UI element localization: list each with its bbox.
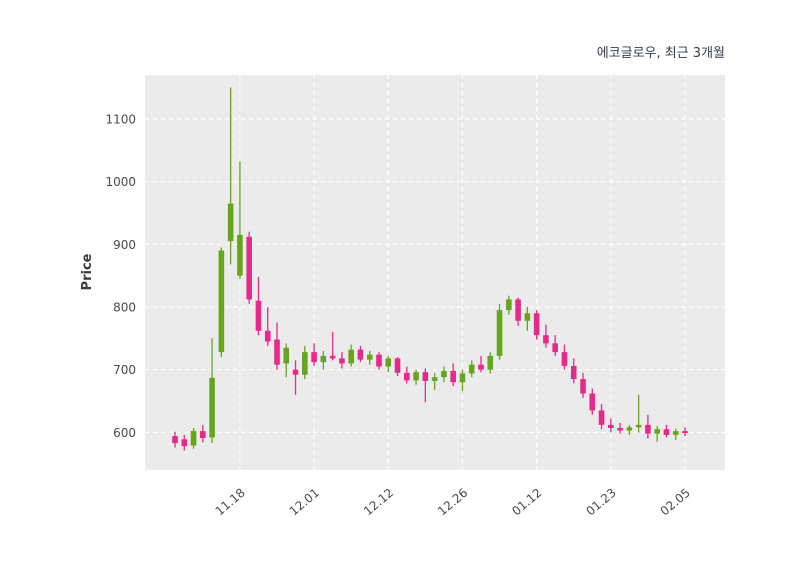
candle-body: [311, 352, 317, 363]
y-tick-label: 1100: [105, 112, 136, 126]
candle-body: [506, 299, 512, 311]
candle-body: [283, 347, 290, 364]
candle-body: [357, 349, 364, 360]
candle-body: [459, 373, 466, 383]
candle-body: [274, 339, 280, 365]
candle-body: [635, 424, 642, 428]
candle-body: [570, 365, 577, 380]
candle-body: [181, 439, 188, 447]
y-tick-label: 800: [113, 300, 136, 314]
candle-body: [404, 372, 410, 381]
candle-body: [190, 431, 197, 446]
candle-body: [422, 372, 429, 381]
chart-title: 에코글로우, 최근 3개월: [597, 46, 725, 61]
candle-body: [663, 429, 670, 435]
candle-body: [450, 370, 456, 383]
candle-body: [218, 250, 225, 353]
candle-body: [645, 424, 651, 434]
candle-body: [329, 355, 336, 359]
candle-body: [617, 427, 623, 431]
candle-body: [413, 372, 419, 381]
plot-layer: 600 700 800 900 1000 1100 11.18 12.01 12.12 12.26…: [105, 75, 725, 518]
candle-body: [533, 313, 540, 336]
candle-body: [682, 431, 688, 434]
candle-body: [515, 299, 521, 321]
candle-body: [478, 364, 484, 370]
y-tick-label: 900: [113, 238, 136, 252]
y-tick-label: 600: [113, 426, 136, 440]
candle-body: [255, 300, 262, 331]
candle-body: [561, 352, 568, 366]
candle-body: [468, 364, 475, 374]
candle-body: [376, 354, 382, 367]
candle-body: [672, 431, 679, 435]
candle-body: [608, 424, 614, 428]
y-tick-label: 700: [113, 363, 136, 377]
candle-body: [654, 429, 660, 434]
candle-body: [264, 330, 271, 342]
candle-body: [552, 343, 558, 353]
candle-body: [496, 310, 503, 356]
y-tick-label: 1000: [105, 175, 136, 189]
candle-body: [348, 349, 354, 364]
candle-body: [209, 377, 215, 438]
candle-body: [431, 377, 438, 381]
candle-body: [589, 393, 596, 411]
candle-body: [487, 355, 494, 370]
candle-body: [626, 427, 633, 431]
y-axis-label: Price: [80, 253, 95, 290]
candle-body: [172, 436, 178, 444]
candle-body: [200, 431, 206, 439]
x-tick-label: 12.12: [361, 486, 396, 519]
candle-body: [441, 370, 447, 378]
x-tick-label: 02.05: [658, 486, 693, 519]
candle-body: [227, 203, 234, 242]
x-tick-label: 11.18: [213, 486, 248, 519]
x-tick-label: 12.26: [435, 486, 470, 519]
candle-body: [339, 358, 345, 364]
candle-body: [598, 410, 605, 425]
x-tick-label: 01.12: [509, 486, 544, 519]
candle-body: [320, 355, 327, 363]
x-tick-label: 01.23: [583, 486, 618, 519]
x-tick-label: 12.01: [287, 486, 322, 519]
candle-body: [237, 234, 243, 276]
candle-body: [302, 352, 308, 375]
candle-body: [366, 354, 373, 360]
candle-body: [543, 335, 549, 344]
candle-body: [394, 358, 401, 373]
candle-body: [385, 358, 392, 367]
candle-body: [246, 236, 252, 300]
candle-body: [292, 369, 299, 375]
candle-body: [524, 313, 531, 321]
candle-body: [580, 379, 586, 394]
